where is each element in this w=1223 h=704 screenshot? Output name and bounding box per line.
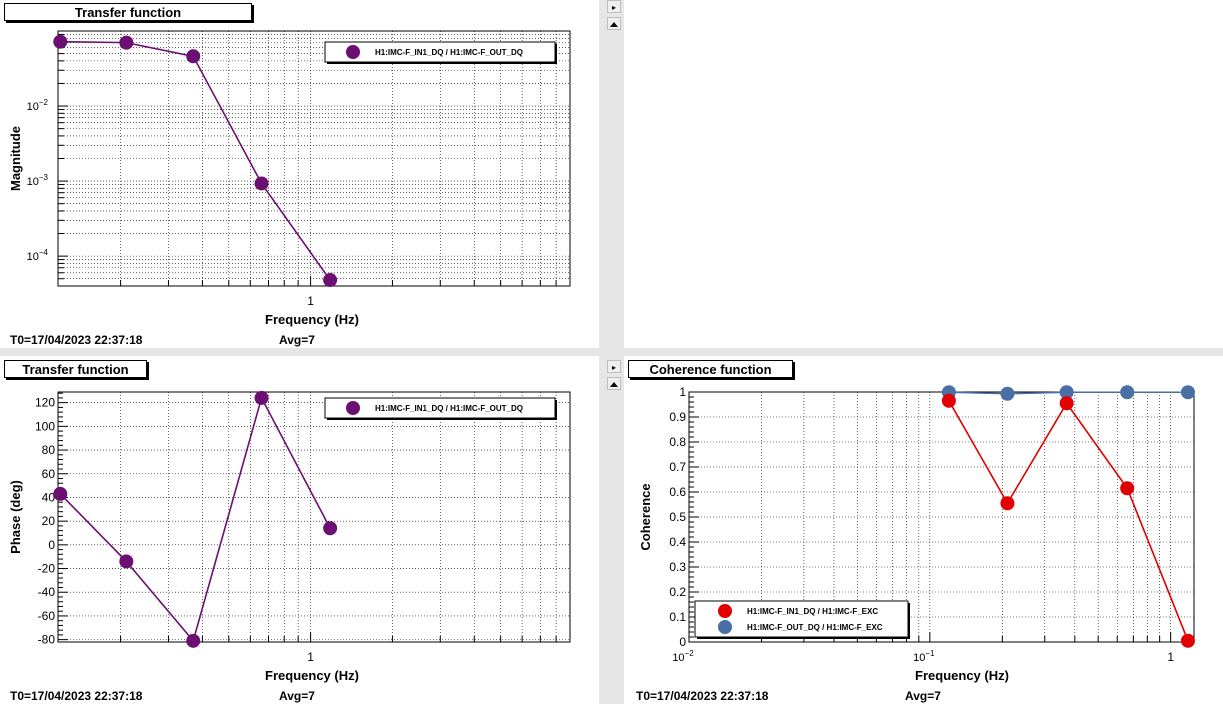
coherence-panel-title: Coherence function [628, 360, 793, 378]
magnitude-panel-title: Transfer function [4, 3, 252, 21]
legend-label: H1:IMC-F_IN1_DQ / H1:IMC-F_OUT_DQ [375, 404, 523, 413]
y-tick-label: -20 [38, 562, 56, 576]
phase-panel: Transfer function -80 -60 -40 -20 0 20 40 60 80 1… [0, 356, 599, 704]
x-tick-label: 10−2 [672, 649, 694, 664]
y-axis-label: Phase (deg) [8, 480, 23, 554]
legend-marker [346, 401, 360, 415]
data-point [1000, 496, 1015, 511]
data-point [1059, 385, 1074, 400]
y-tick-label: 0.1 [669, 610, 686, 624]
y-axis-label: Coherence [638, 483, 653, 550]
magnitude-panel: Transfer function 10−2 10−3 10−4 1 Frequency… [0, 0, 599, 348]
expand-arrow-bottom-right[interactable]: ▸ [607, 360, 621, 373]
x-axis-label: Frequency (Hz) [915, 668, 1009, 683]
triangle-up-icon [610, 22, 618, 28]
magnitude-t0-label: T0=17/04/2023 22:37:18 [10, 333, 143, 347]
data-point [254, 176, 269, 191]
y-tick-label: 40 [42, 490, 56, 504]
y-tick-label: 10−2 [27, 98, 49, 113]
collapse-arrow-bottom-right[interactable] [607, 377, 621, 390]
y-tick-label: 0 [48, 538, 55, 552]
y-tick-label: 80 [42, 443, 56, 457]
y-tick-label: 60 [42, 467, 56, 481]
x-axis-label: Frequency (Hz) [265, 668, 359, 683]
data-point [119, 35, 134, 50]
y-tick-label: 0.6 [669, 485, 686, 499]
magnitude-avg-label: Avg=7 [279, 333, 315, 347]
data-point [1120, 481, 1135, 496]
coherence-chart[interactable]: 0 0.1 0.2 0.3 0.4 0.5 0.6 0.7 0.8 0.9 1 10−2 10−1 1 Fr… [624, 356, 1223, 704]
empty-panel [624, 0, 1223, 348]
y-tick-label: 0.8 [669, 435, 686, 449]
data-point [1120, 385, 1135, 400]
phase-avg-label: Avg=7 [279, 689, 315, 703]
data-point [1180, 385, 1195, 400]
y-tick-label: 0.7 [669, 460, 686, 474]
x-axis-label: Frequency (Hz) [265, 312, 359, 327]
legend-box [324, 41, 556, 63]
y-tick-label: -40 [38, 585, 56, 599]
data-point [254, 390, 269, 405]
magnitude-chart[interactable]: 10−2 10−3 10−4 1 Frequency (Hz) Magnitude H1:I… [0, 0, 599, 348]
data-point [1000, 386, 1015, 401]
phase-panel-title: Transfer function [4, 360, 147, 378]
y-tick-label: -60 [38, 609, 56, 623]
data-point [53, 34, 68, 49]
series-line [948, 400, 1189, 642]
plot-frame [57, 30, 571, 287]
data-point [941, 393, 956, 408]
legend-label: H1:IMC-F_IN1_DQ / H1:IMC-F_EXC [747, 607, 878, 616]
y-tick-label: 0.3 [669, 560, 686, 574]
plot-frame [688, 391, 1195, 643]
x-tick-label: 10−1 [913, 649, 935, 664]
y-tick-label: 100 [35, 419, 55, 433]
series-line [59, 395, 331, 643]
horizontal-splitter[interactable] [0, 348, 1223, 356]
phase-chart[interactable]: -80 -60 -40 -20 0 20 40 60 80 100 120 1 Frequency (H… [0, 356, 599, 704]
y-tick-label: 120 [35, 396, 55, 410]
legend-label: H1:IMC-F_OUT_DQ / H1:IMC-F_EXC [747, 623, 883, 632]
data-point [186, 49, 201, 64]
y-tick-label: 0.9 [669, 410, 686, 424]
collapse-arrow-top-right[interactable] [607, 17, 621, 30]
series-line [60, 40, 331, 281]
data-point [53, 486, 68, 501]
y-tick-label: 10−3 [27, 173, 49, 188]
y-tick-label: 0 [679, 635, 686, 649]
data-point [323, 273, 338, 288]
data-point [1059, 396, 1074, 411]
legend-label: H1:IMC-F_IN1_DQ / H1:IMC-F_OUT_DQ [375, 48, 523, 57]
y-tick-label: 10−4 [27, 248, 49, 263]
y-tick-label: 0.5 [669, 510, 686, 524]
expand-arrow-top-right[interactable]: ▸ [607, 0, 621, 13]
legend-marker [718, 620, 732, 634]
legend-marker [718, 604, 732, 618]
y-tick-label: -80 [38, 633, 56, 647]
y-tick-label: 0.2 [669, 585, 686, 599]
coherence-t0-label: T0=17/04/2023 22:37:18 [636, 689, 769, 703]
phase-t0-label: T0=17/04/2023 22:37:18 [10, 689, 143, 703]
data-point [186, 633, 201, 648]
coherence-panel: Coherence function 0 0.1 0.2 0.3 0.4 0.5 0.6 0.… [624, 356, 1223, 704]
data-point [323, 521, 338, 536]
legend-box [324, 397, 556, 419]
y-tick-label: 0.4 [669, 535, 686, 549]
y-tick-label: 20 [42, 514, 56, 528]
y-axis-label: Magnitude [8, 126, 23, 191]
triangle-up-icon [610, 382, 618, 388]
y-tick-label: 1 [679, 385, 686, 399]
x-tick-label: 1 [307, 650, 314, 664]
x-tick-label: 1 [1167, 650, 1174, 664]
x-tick-label: 1 [307, 294, 314, 308]
data-point [1180, 633, 1195, 648]
coherence-avg-label: Avg=7 [905, 689, 941, 703]
data-point [119, 554, 134, 569]
legend-marker [346, 45, 360, 59]
plot-frame [57, 391, 571, 643]
